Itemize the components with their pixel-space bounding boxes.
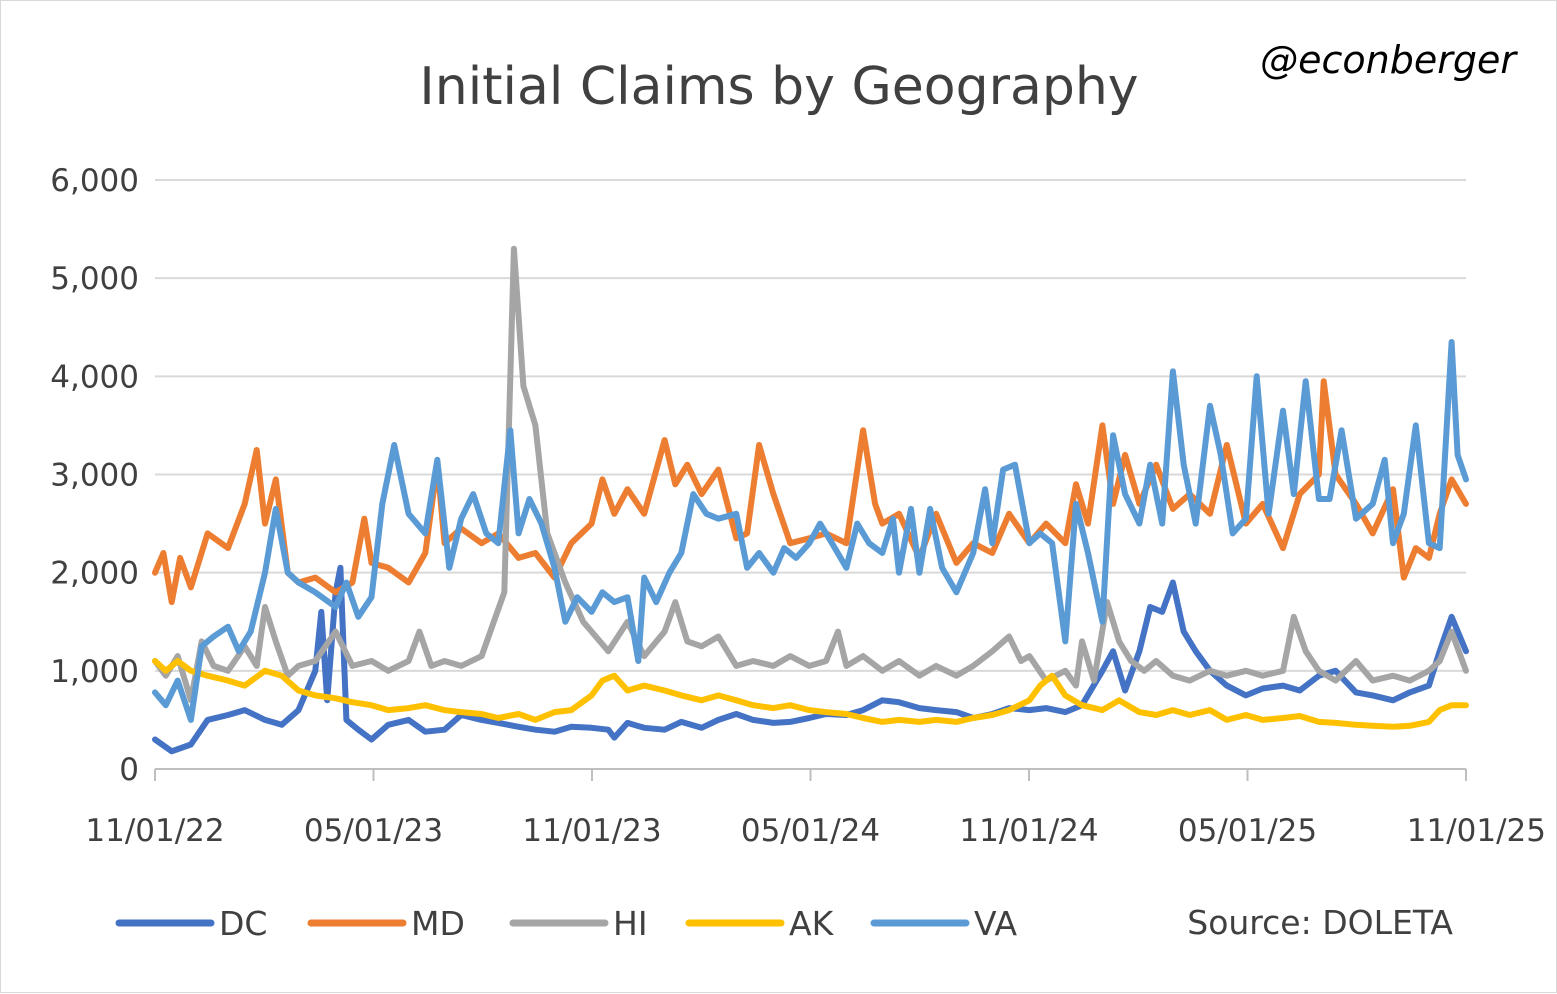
- author-handle: @econberger: [1260, 38, 1518, 82]
- x-tick-label: 05/01/24: [741, 813, 880, 849]
- x-tick-label: 05/01/23: [304, 813, 443, 849]
- y-tick-label: 0: [119, 752, 139, 788]
- y-tick-label: 5,000: [50, 261, 139, 297]
- x-tick-label: 11/01/24: [959, 813, 1098, 849]
- series-line-hi: [152, 245, 1469, 704]
- legend-label-md: MD: [411, 904, 465, 943]
- chart-title: Initial Claims by Geography: [419, 57, 1138, 117]
- x-tick-label: 05/01/25: [1178, 813, 1317, 849]
- y-tick-label: 2,000: [50, 556, 139, 592]
- y-tick-label: 4,000: [50, 359, 139, 395]
- source-note: Source: DOLETA: [1187, 903, 1453, 942]
- legend-label-hi: HI: [613, 904, 648, 943]
- series-line-va: [152, 339, 1469, 723]
- y-tick-label: 1,000: [50, 654, 139, 690]
- x-axis: 11/01/22 05/01/23 11/01/23 05/01/24 11/01/24…: [85, 768, 1546, 849]
- legend: DC MD HI AK VA: [115, 904, 1017, 943]
- legend-label-va: VA: [974, 904, 1017, 943]
- x-tick-label: 11/01/22: [85, 813, 224, 849]
- y-tick-label: 6,000: [50, 163, 139, 199]
- legend-label-ak: AK: [789, 904, 835, 943]
- series-line-ak: [152, 658, 1469, 730]
- x-tick-label: 11/01/25: [1407, 813, 1546, 849]
- y-axis-ticks: 0 1,000 2,000 3,000 4,000 5,000 6,000: [50, 163, 139, 788]
- y-tick-label: 3,000: [50, 458, 139, 494]
- series-lines: [152, 245, 1469, 755]
- legend-label-dc: DC: [219, 904, 267, 943]
- x-tick-label: 11/01/23: [522, 813, 661, 849]
